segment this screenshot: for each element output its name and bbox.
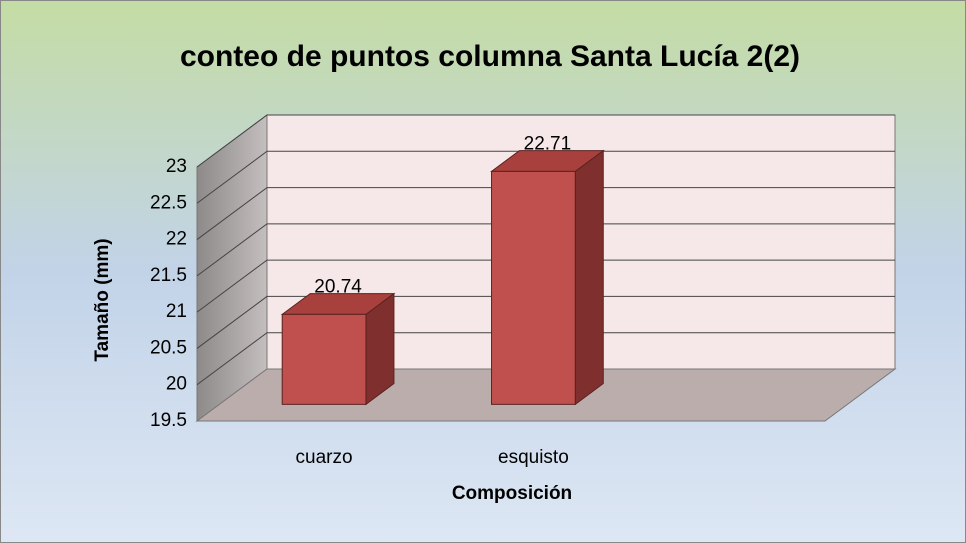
grid-line [196, 187, 895, 240]
bar [281, 313, 367, 405]
y-tick-label: 21.5 [150, 265, 187, 286]
grid-line [196, 150, 895, 204]
data-label: 20.74 [314, 277, 362, 298]
bar-side [574, 149, 604, 406]
data-label: 22.71 [524, 134, 572, 155]
y-tick-label: 19.5 [150, 410, 187, 431]
bar [491, 170, 576, 405]
x-axis-label: Composición [452, 483, 572, 504]
y-tick-label: 20 [166, 374, 187, 395]
grid-line [196, 295, 895, 349]
x-tick-label: esquisto [498, 447, 569, 468]
grid-line [196, 114, 895, 168]
y-tick-label: 22 [166, 229, 187, 250]
grid-line [196, 259, 895, 313]
y-tick-label: 23 [166, 156, 187, 177]
y-tick-label: 20.5 [150, 337, 187, 358]
y-tick-label: 22.5 [150, 192, 187, 213]
x-tick-label: cuarzo [296, 447, 353, 468]
grid-line [196, 332, 895, 386]
grid-line [196, 223, 895, 277]
chart-title: conteo de puntos columna Santa Lucía 2(2… [180, 40, 800, 73]
y-axis-label: Tamaño (mm) [92, 238, 113, 361]
y-tick-label: 21 [166, 301, 187, 322]
